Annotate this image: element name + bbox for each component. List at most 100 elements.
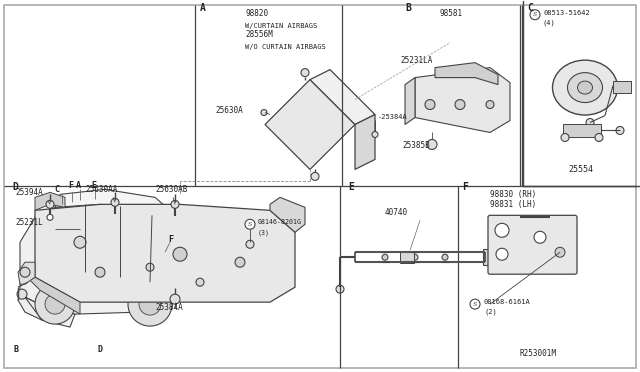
Text: A: A: [200, 3, 206, 13]
Polygon shape: [18, 292, 45, 320]
Polygon shape: [65, 207, 155, 234]
Text: 25554: 25554: [568, 166, 593, 174]
Text: S: S: [473, 302, 477, 307]
Text: 28556M: 28556M: [245, 30, 273, 39]
Text: R253001M: R253001M: [520, 349, 557, 358]
Circle shape: [245, 219, 255, 229]
Circle shape: [74, 236, 86, 248]
Circle shape: [170, 294, 180, 304]
Polygon shape: [415, 68, 510, 132]
Text: 25231LA: 25231LA: [400, 56, 433, 65]
Circle shape: [530, 10, 540, 20]
Ellipse shape: [568, 73, 602, 103]
Circle shape: [171, 201, 179, 208]
Text: C: C: [527, 3, 533, 13]
Text: F: F: [462, 182, 468, 192]
Text: D: D: [12, 182, 18, 192]
Polygon shape: [18, 262, 35, 284]
Circle shape: [146, 263, 154, 271]
Circle shape: [336, 285, 344, 293]
Text: 98831 (LH): 98831 (LH): [490, 201, 536, 209]
Text: 25384A: 25384A: [155, 303, 183, 312]
Text: S: S: [533, 12, 537, 17]
Circle shape: [412, 254, 418, 260]
Circle shape: [427, 140, 437, 150]
Circle shape: [111, 198, 119, 206]
Circle shape: [139, 293, 161, 315]
Bar: [613, 81, 631, 93]
Text: (3): (3): [258, 229, 270, 235]
Circle shape: [17, 289, 27, 299]
Text: 25385B: 25385B: [402, 141, 429, 150]
Text: E: E: [91, 182, 96, 190]
Circle shape: [311, 172, 319, 180]
Circle shape: [534, 231, 546, 243]
Circle shape: [425, 100, 435, 109]
Polygon shape: [270, 198, 305, 232]
Circle shape: [173, 247, 187, 261]
Text: A: A: [76, 182, 81, 190]
Text: F: F: [68, 182, 73, 190]
Circle shape: [246, 240, 254, 248]
Text: 08513-51642: 08513-51642: [543, 10, 589, 16]
Text: 08168-6161A: 08168-6161A: [484, 299, 531, 305]
Text: 08146-8201G: 08146-8201G: [258, 219, 302, 225]
Text: 25231L: 25231L: [15, 218, 43, 227]
Polygon shape: [355, 115, 375, 169]
Polygon shape: [25, 297, 75, 327]
Text: D: D: [98, 345, 103, 354]
Bar: [563, 124, 601, 138]
Circle shape: [20, 267, 30, 277]
Text: 25630AB: 25630AB: [155, 185, 188, 194]
Text: 40740: 40740: [385, 208, 408, 217]
Circle shape: [35, 284, 75, 324]
Text: W/CURTAIN AIRBAGS: W/CURTAIN AIRBAGS: [245, 23, 317, 29]
Polygon shape: [30, 277, 80, 314]
Text: 25394A: 25394A: [15, 188, 43, 198]
Text: F: F: [168, 235, 173, 244]
Circle shape: [470, 299, 480, 309]
Polygon shape: [405, 78, 415, 125]
Polygon shape: [435, 62, 498, 84]
Polygon shape: [310, 70, 375, 125]
Circle shape: [45, 294, 65, 314]
Circle shape: [261, 109, 267, 116]
Polygon shape: [55, 189, 178, 217]
Circle shape: [95, 267, 105, 277]
Polygon shape: [265, 80, 355, 169]
Circle shape: [486, 100, 494, 109]
Circle shape: [496, 248, 508, 260]
Circle shape: [47, 214, 53, 220]
Bar: [483, 249, 503, 265]
Polygon shape: [35, 204, 295, 302]
Circle shape: [301, 68, 309, 77]
Circle shape: [561, 134, 569, 141]
Circle shape: [235, 257, 245, 267]
Text: (4): (4): [543, 19, 556, 26]
Ellipse shape: [552, 60, 618, 115]
Circle shape: [595, 134, 603, 141]
Text: E: E: [348, 182, 354, 192]
Text: B: B: [14, 345, 19, 354]
Circle shape: [455, 100, 465, 109]
Polygon shape: [35, 192, 65, 210]
Text: 98820: 98820: [245, 9, 268, 18]
Circle shape: [128, 282, 172, 326]
Circle shape: [46, 201, 54, 208]
Circle shape: [616, 126, 624, 135]
FancyBboxPatch shape: [488, 215, 577, 274]
Text: S: S: [248, 222, 252, 227]
Circle shape: [442, 254, 448, 260]
Text: W/O CURTAIN AIRBAGS: W/O CURTAIN AIRBAGS: [245, 44, 326, 49]
Ellipse shape: [577, 81, 593, 94]
Text: 98581: 98581: [440, 9, 463, 18]
Bar: [400, 251, 414, 263]
Circle shape: [372, 131, 378, 138]
Text: -25384A: -25384A: [378, 113, 408, 119]
Text: C: C: [54, 185, 59, 194]
Circle shape: [555, 247, 565, 257]
Circle shape: [382, 254, 388, 260]
Circle shape: [495, 223, 509, 237]
Circle shape: [586, 119, 594, 126]
Text: 98830 (RH): 98830 (RH): [490, 190, 536, 199]
